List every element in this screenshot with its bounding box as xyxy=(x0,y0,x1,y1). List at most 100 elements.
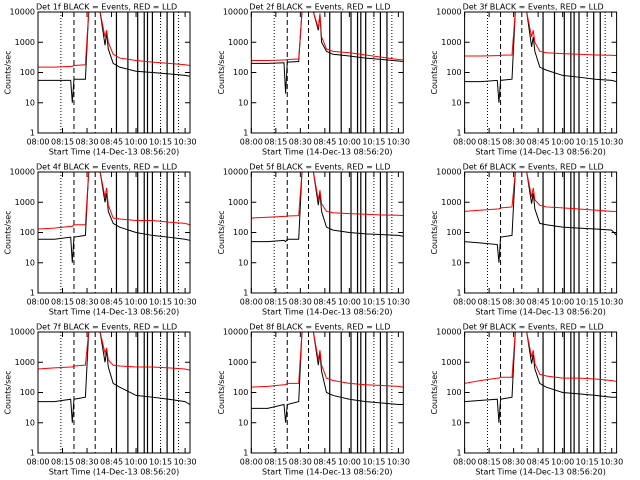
x-tick-label: 10:15 xyxy=(362,458,385,467)
series-line xyxy=(464,172,617,263)
y-tick-label: 100 xyxy=(233,228,248,237)
series-line xyxy=(38,12,190,103)
panel: 1 10 100 1000 10000 08:00 08:15 08:30 08:45 10:00… xyxy=(217,323,410,477)
x-tick-label: 08:00 xyxy=(240,298,263,307)
y-tick-label: 1000 xyxy=(441,198,461,207)
x-tick-label: 10:00 xyxy=(551,298,574,307)
x-tick-label: 08:45 xyxy=(527,298,550,307)
y-tick-label: 10 xyxy=(238,98,248,107)
y-axis-label: Counts/sec xyxy=(217,210,226,254)
x-tick-label: 10:30 xyxy=(600,298,623,307)
y-tick-label: 10 xyxy=(25,418,35,427)
x-tick-label: 08:30 xyxy=(76,298,99,307)
y-tick-label: 10 xyxy=(451,418,461,427)
x-tick-label: 08:45 xyxy=(313,458,336,467)
x-tick-label: 08:15 xyxy=(478,298,501,307)
plot-area xyxy=(38,172,190,293)
y-tick-label: 10000 xyxy=(223,328,248,337)
x-tick-label: 10:15 xyxy=(576,458,599,467)
x-tick-label: 08:30 xyxy=(76,458,99,467)
x-tick-label: 08:00 xyxy=(453,458,476,467)
series-line xyxy=(464,12,617,103)
chart-title: Det 6f BLACK = Events, RED = LLD xyxy=(463,163,604,172)
x-tick-label: 10:00 xyxy=(125,458,148,467)
panel: 1 10 100 1000 10000 08:00 08:15 08:30 08:45 10:00… xyxy=(4,323,197,477)
x-tick-label: 08:15 xyxy=(264,298,287,307)
x-axis-label: Start Time (14-Dec-13 08:56:20) xyxy=(49,468,180,477)
x-tick-label: 10:30 xyxy=(174,138,197,147)
x-tick-label: 10:15 xyxy=(149,458,172,467)
y-tick-label: 10000 xyxy=(223,8,248,17)
x-tick-label: 10:30 xyxy=(387,298,410,307)
x-tick-label: 08:15 xyxy=(51,138,74,147)
y-tick-label: 10000 xyxy=(10,328,35,337)
y-axis-label: Counts/sec xyxy=(430,370,439,414)
x-tick-label: 10:15 xyxy=(362,138,385,147)
x-tick-label: 08:45 xyxy=(313,138,336,147)
series-line xyxy=(464,332,617,423)
y-tick-label: 1000 xyxy=(228,358,248,367)
y-tick-label: 100 xyxy=(446,68,461,77)
plot-area xyxy=(251,332,404,453)
panel: 1 10 100 1000 10000 08:00 08:15 08:30 08:45 10:00… xyxy=(4,3,197,157)
x-axis-label: Start Time (14-Dec-13 08:56:20) xyxy=(262,148,393,157)
y-tick-label: 1000 xyxy=(441,358,461,367)
y-tick-label: 100 xyxy=(446,228,461,237)
y-axis-label: Counts/sec xyxy=(217,50,226,94)
x-tick-label: 10:00 xyxy=(338,458,361,467)
chart-title: Det 8f BLACK = Events, RED = LLD xyxy=(249,323,390,332)
x-tick-label: 10:30 xyxy=(387,458,410,467)
y-axis-label: Counts/sec xyxy=(4,210,13,254)
x-tick-label: 08:00 xyxy=(453,298,476,307)
y-tick-label: 1000 xyxy=(15,38,35,47)
panel: 1 10 100 1000 10000 08:00 08:15 08:30 08:45 10:00… xyxy=(430,323,623,477)
y-tick-label: 1 xyxy=(457,289,462,298)
x-tick-label: 08:45 xyxy=(100,458,123,467)
x-tick-label: 10:00 xyxy=(338,298,361,307)
x-tick-label: 10:00 xyxy=(551,458,574,467)
x-tick-label: 08:00 xyxy=(26,298,49,307)
y-axis-label: Counts/sec xyxy=(217,370,226,414)
chart-title: Det 3f BLACK = Events, RED = LLD xyxy=(463,3,604,12)
y-tick-label: 100 xyxy=(20,388,35,397)
series-line xyxy=(38,12,190,68)
x-tick-label: 08:15 xyxy=(51,298,74,307)
panel: 1 10 100 1000 10000 08:00 08:15 08:30 08:45 10:00… xyxy=(4,163,197,317)
y-tick-label: 10000 xyxy=(223,168,248,177)
plot-area xyxy=(251,12,404,133)
x-tick-label: 10:15 xyxy=(149,138,172,147)
plot-area xyxy=(464,332,617,453)
chart-title: Det 5f BLACK = Events, RED = LLD xyxy=(249,163,390,172)
x-axis-label: Start Time (14-Dec-13 08:56:20) xyxy=(49,308,180,317)
series-line xyxy=(464,12,617,57)
y-tick-label: 10 xyxy=(238,258,248,267)
plot-area xyxy=(38,12,190,133)
x-tick-label: 10:15 xyxy=(149,298,172,307)
series-line xyxy=(38,172,190,263)
y-tick-label: 1000 xyxy=(441,38,461,47)
x-tick-label: 10:15 xyxy=(576,298,599,307)
x-tick-label: 10:00 xyxy=(338,138,361,147)
x-tick-label: 08:15 xyxy=(264,138,287,147)
y-tick-label: 1 xyxy=(243,449,248,458)
x-tick-label: 10:00 xyxy=(125,138,148,147)
x-tick-label: 08:00 xyxy=(240,458,263,467)
y-axis-label: Counts/sec xyxy=(430,50,439,94)
x-tick-label: 10:00 xyxy=(125,298,148,307)
x-axis-label: Start Time (14-Dec-13 08:56:20) xyxy=(475,148,606,157)
x-tick-label: 08:00 xyxy=(453,138,476,147)
series-line xyxy=(38,332,190,371)
series-line xyxy=(464,332,617,384)
y-tick-label: 10 xyxy=(451,98,461,107)
y-tick-label: 1000 xyxy=(15,198,35,207)
y-tick-label: 1 xyxy=(30,289,35,298)
y-tick-label: 10000 xyxy=(10,168,35,177)
panel: 1 10 100 1000 10000 08:00 08:15 08:30 08:45 10:00… xyxy=(430,3,623,157)
y-axis-label: Counts/sec xyxy=(4,370,13,414)
x-tick-label: 08:45 xyxy=(527,458,550,467)
x-tick-label: 10:15 xyxy=(576,138,599,147)
y-tick-label: 10000 xyxy=(10,8,35,17)
y-tick-label: 1 xyxy=(243,289,248,298)
series-line xyxy=(251,12,404,61)
